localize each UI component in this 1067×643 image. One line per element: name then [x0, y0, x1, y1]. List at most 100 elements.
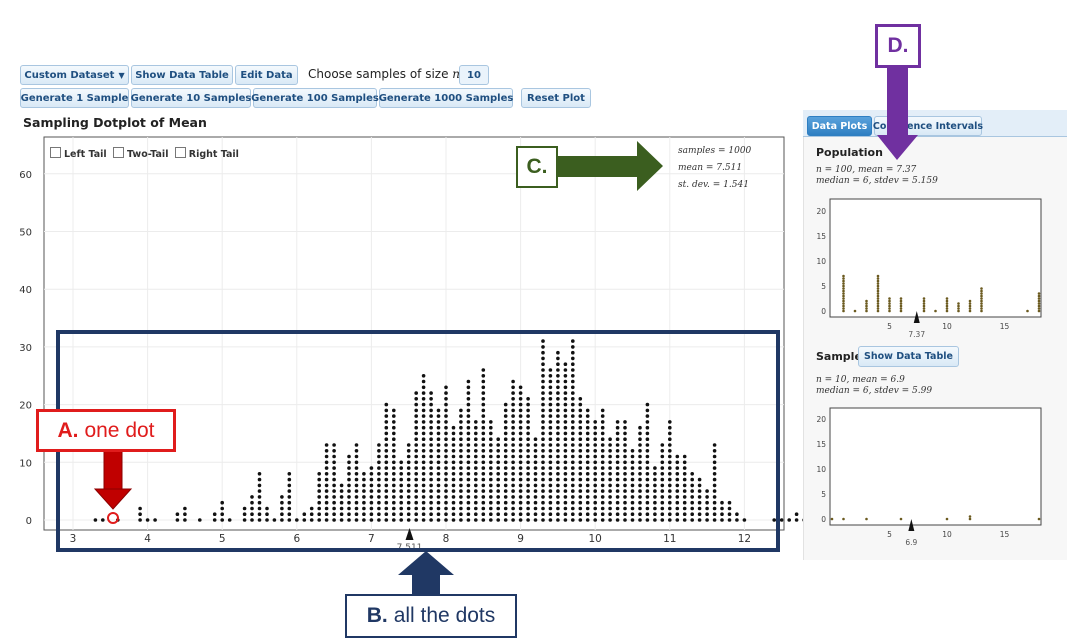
sample-mean-dot — [511, 483, 515, 488]
sample-mean-dot — [556, 443, 560, 447]
sample-mean-dot — [526, 518, 530, 522]
sample-mean-dot — [593, 437, 597, 442]
sample-mean-dot — [593, 443, 597, 447]
sample-mean-dot — [414, 402, 419, 407]
sample-show-data-table-button[interactable]: Show Data Table — [858, 346, 959, 367]
sample-mean-dot — [563, 437, 568, 442]
sample-mean-dot — [444, 466, 448, 470]
checkbox-icon — [50, 147, 61, 158]
tab-data-plots[interactable]: Data Plots — [807, 116, 872, 136]
sample-mean-dot — [705, 489, 709, 493]
sample-mean-dot — [541, 345, 545, 349]
sample-mean-dot — [690, 518, 694, 522]
reset-plot-button[interactable]: Reset Plot — [521, 88, 591, 108]
sample-mean-dot — [489, 489, 493, 493]
sample-mean-dot — [526, 408, 530, 413]
sample-mean-dot — [526, 500, 530, 505]
sample-mean-dot — [712, 449, 717, 453]
sample-mean-dot — [444, 385, 448, 390]
sample-mean-dot — [414, 420, 419, 424]
sample-mean-dot — [585, 460, 590, 465]
two-tail-checkbox[interactable]: Two-Tail — [112, 147, 168, 160]
edit-data-button[interactable]: Edit Data — [235, 65, 298, 85]
callout-b-text: all the dots — [393, 604, 496, 627]
sample-size-input[interactable]: 10 — [459, 65, 489, 85]
sample-mean-dot — [541, 408, 545, 413]
sample-mean-dot — [541, 443, 545, 447]
sample-mean-dot — [429, 443, 433, 447]
sample-mean-dot — [705, 495, 709, 499]
sample-mean-dot — [697, 495, 702, 499]
sample-mean-dot — [444, 483, 448, 488]
sample-mean-dot — [399, 460, 404, 465]
custom-dataset-label: Custom Dataset — [24, 69, 115, 81]
sample-mean-dot — [571, 414, 575, 418]
sample-mean-dot — [682, 500, 687, 505]
sample-mean-dot — [265, 518, 269, 522]
sample-mean-dot — [466, 489, 471, 493]
sample-mean-dot — [518, 489, 523, 493]
sample-mean-dot — [451, 506, 456, 511]
sample-mean-dot — [697, 506, 702, 511]
sample-mean-dot — [697, 477, 702, 482]
sample-mean-dot — [668, 506, 672, 511]
sample-mean-dot — [600, 506, 605, 511]
sample-mean-dot — [518, 414, 523, 418]
right-tail-checkbox[interactable]: Right Tail — [174, 147, 239, 160]
sample-mean-dot — [541, 454, 545, 459]
sample-mean-dot — [541, 431, 545, 436]
sample-mean-dot — [377, 472, 381, 476]
sample-mean-dot — [668, 437, 672, 442]
sample-mean-dot — [474, 425, 478, 430]
show-data-table-button[interactable]: Show Data Table — [131, 65, 233, 85]
sample-mean-dot — [630, 512, 635, 516]
sample-mean-dot — [630, 454, 635, 459]
sample-mean-dot — [384, 437, 389, 442]
sample-mean-dot — [563, 477, 568, 482]
sample-mean-dot — [511, 506, 515, 511]
sample-mean-dot — [354, 472, 359, 476]
sample-mean-dot — [630, 518, 635, 522]
sample-mean-dot — [712, 495, 717, 499]
sample-mean-dot — [526, 512, 530, 516]
sample-mean-dot — [593, 483, 597, 488]
sample-mean-dot — [466, 414, 471, 418]
sample-mean-dot — [503, 414, 508, 418]
sample-mean-dot — [608, 483, 612, 488]
generate-1-sample-button[interactable]: Generate 1 Sample — [20, 88, 129, 108]
sample-mean-dot — [436, 449, 441, 453]
sample-mean-dot — [429, 408, 433, 413]
sample-mean-dot — [578, 460, 583, 465]
sample-mean-dot — [466, 397, 471, 401]
sample-mean-dot — [638, 460, 642, 465]
sample-mean-dot — [474, 449, 478, 453]
sample-mean-dot — [600, 414, 605, 418]
sample-mean-dot — [571, 368, 575, 372]
generate-10-samples-button[interactable]: Generate 10 Samples — [131, 88, 251, 108]
sample-mean-dot — [578, 402, 583, 407]
custom-dataset-dropdown[interactable]: Custom Dataset ▼ — [20, 65, 129, 85]
sample-mean-dot — [563, 483, 568, 488]
sample-mean-dot — [645, 431, 650, 436]
sample-mean-dot — [369, 489, 374, 493]
sample-mean-dot — [697, 500, 702, 505]
sample-mean-dot — [183, 512, 187, 516]
sample-mean-dot — [653, 495, 657, 499]
sample-mean-dot — [377, 460, 381, 465]
generate-100-samples-button[interactable]: Generate 100 Samples — [251, 88, 379, 108]
tab-confidence-intervals[interactable]: Confidence Intervals — [873, 116, 983, 136]
sample-mean-dot — [466, 506, 471, 511]
generate-1000-samples-button[interactable]: Generate 1000 Samples — [379, 88, 513, 108]
sample-mean-dot — [608, 518, 612, 522]
sample-mean-dot — [675, 489, 680, 493]
sample-mean-dot — [347, 483, 351, 488]
sample-mean-dot — [548, 443, 553, 447]
sample-mean-dot — [585, 420, 590, 424]
sample-mean-dot — [392, 506, 396, 511]
sample-mean-dot — [384, 500, 389, 505]
left-tail-checkbox[interactable]: Left Tail — [50, 147, 107, 160]
sample-mean-dot — [392, 449, 396, 453]
sample-mean-dot — [600, 460, 605, 465]
sample-mean-dot — [585, 512, 590, 516]
sample-mean-dot — [257, 472, 262, 476]
